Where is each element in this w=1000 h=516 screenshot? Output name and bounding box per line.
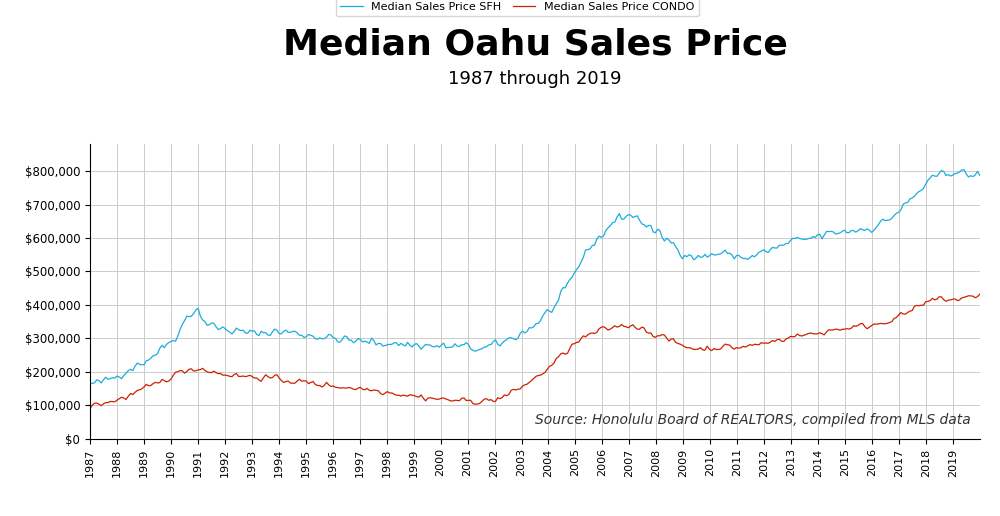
Median Sales Price SFH <box>728 256 740 262</box>
Text: Source: Honolulu Board of REALTORS, compiled from MLS data: Source: Honolulu Board of REALTORS, comp… <box>535 413 971 427</box>
Median Sales Price CONDO <box>408 393 420 399</box>
Median Sales Price SFH <box>411 341 423 347</box>
Median Sales Price SFH <box>388 340 400 346</box>
Median Sales Price CONDO <box>726 345 738 351</box>
Legend: Median Sales Price SFH, Median Sales Price CONDO: Median Sales Price SFH, Median Sales Pri… <box>336 0 699 16</box>
Median Sales Price SFH <box>974 172 986 178</box>
Text: 1987 through 2019: 1987 through 2019 <box>448 70 622 88</box>
Text: Median Oahu Sales Price: Median Oahu Sales Price <box>283 28 787 62</box>
Median Sales Price SFH <box>958 167 970 173</box>
Line: Median Sales Price CONDO: Median Sales Price CONDO <box>90 294 980 409</box>
Line: Median Sales Price SFH: Median Sales Price SFH <box>90 170 980 383</box>
Median Sales Price CONDO <box>84 406 96 412</box>
Median Sales Price CONDO <box>841 326 853 332</box>
Median Sales Price CONDO <box>953 297 965 303</box>
Median Sales Price SFH <box>86 380 98 386</box>
Median Sales Price CONDO <box>974 291 986 297</box>
Median Sales Price SFH <box>956 167 968 173</box>
Median Sales Price SFH <box>84 380 96 386</box>
Median Sales Price SFH <box>843 230 855 236</box>
Median Sales Price CONDO <box>386 390 398 396</box>
Median Sales Price CONDO <box>143 382 155 389</box>
Median Sales Price SFH <box>145 355 157 361</box>
